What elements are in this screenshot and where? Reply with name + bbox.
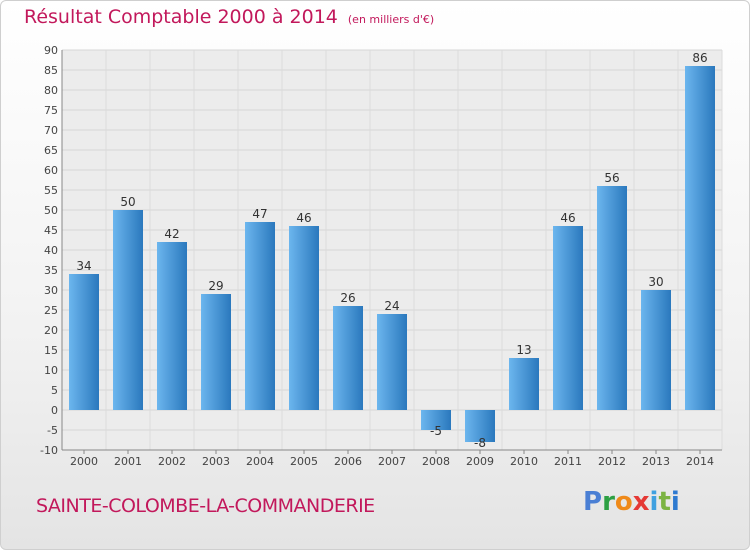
logo-letter: i — [649, 487, 659, 517]
data-label: 42 — [164, 227, 179, 241]
x-tick-label: 2006 — [334, 455, 362, 468]
data-label: 56 — [604, 171, 619, 185]
y-tick-label: 10 — [44, 364, 58, 377]
logo-letter: t — [658, 487, 671, 517]
data-label: 46 — [560, 211, 575, 225]
x-tick-label: 2011 — [554, 455, 582, 468]
y-tick-label: 85 — [44, 64, 58, 77]
bar — [641, 290, 671, 410]
y-tick-label: 55 — [44, 184, 58, 197]
x-tick-label: 2010 — [510, 455, 538, 468]
bar — [509, 358, 539, 410]
x-tick-label: 2000 — [70, 455, 98, 468]
logo-letter: x — [632, 487, 650, 517]
logo-letter: i — [670, 487, 680, 517]
x-tick-label: 2003 — [202, 455, 230, 468]
chart-title: Résultat Comptable 2000 à 2014 (en millie… — [24, 6, 434, 28]
bar — [465, 410, 495, 442]
bar — [201, 294, 231, 410]
data-label: 26 — [340, 291, 355, 305]
y-tick-label: 50 — [44, 204, 58, 217]
data-label: 50 — [120, 195, 135, 209]
y-tick-label: 70 — [44, 124, 58, 137]
chart-title-unit: (en milliers d'€) — [347, 13, 435, 26]
y-tick-label: 20 — [44, 324, 58, 337]
data-label: 34 — [76, 259, 91, 273]
chart-title-main: Résultat Comptable 2000 à 2014 — [24, 6, 338, 28]
x-tick-label: 2007 — [378, 455, 406, 468]
data-label: 30 — [648, 275, 663, 289]
bar — [333, 306, 363, 410]
bar — [113, 210, 143, 410]
data-label: 46 — [296, 211, 311, 225]
data-label: 13 — [516, 343, 531, 357]
bar — [553, 226, 583, 410]
x-tick-label: 2004 — [246, 455, 274, 468]
x-tick-label: 2009 — [466, 455, 494, 468]
x-tick-label: 2012 — [598, 455, 626, 468]
y-tick-label: -10 — [40, 444, 58, 457]
bar — [69, 274, 99, 410]
data-label: -5 — [430, 424, 442, 438]
bar — [289, 226, 319, 410]
y-tick-label: 25 — [44, 304, 58, 317]
data-label: -8 — [474, 436, 486, 450]
bar — [157, 242, 187, 410]
commune-name: SAINTE-COLOMBE-LA-COMMANDERIE — [36, 495, 375, 517]
data-label: 29 — [208, 279, 223, 293]
logo-letter: P — [583, 487, 603, 517]
logo-letter: r — [602, 487, 615, 517]
y-tick-label: 65 — [44, 144, 58, 157]
y-tick-label: 5 — [51, 384, 58, 397]
data-label: 24 — [384, 299, 399, 313]
x-tick-label: 2013 — [642, 455, 670, 468]
y-tick-label: 0 — [51, 404, 58, 417]
x-tick-label: 2014 — [686, 455, 714, 468]
y-tick-label: 15 — [44, 344, 58, 357]
y-tick-label: -5 — [47, 424, 58, 437]
bar — [421, 410, 451, 430]
y-tick-label: 35 — [44, 264, 58, 277]
data-label: 86 — [692, 51, 707, 65]
y-tick-label: 75 — [44, 104, 58, 117]
bar — [685, 66, 715, 410]
bar — [597, 186, 627, 410]
logo-letter: o — [614, 487, 633, 517]
data-label: 47 — [252, 207, 267, 221]
proxiti-logo[interactable]: Proxiti — [583, 487, 680, 517]
bar — [245, 222, 275, 410]
x-tick-label: 2008 — [422, 455, 450, 468]
x-tick-label: 2002 — [158, 455, 186, 468]
x-tick-label: 2005 — [290, 455, 318, 468]
y-tick-label: 45 — [44, 224, 58, 237]
x-tick-label: 2001 — [114, 455, 142, 468]
y-tick-label: 60 — [44, 164, 58, 177]
y-tick-label: 80 — [44, 84, 58, 97]
bar — [377, 314, 407, 410]
y-tick-label: 30 — [44, 284, 58, 297]
y-tick-label: 90 — [44, 44, 58, 57]
y-tick-label: 40 — [44, 244, 58, 257]
